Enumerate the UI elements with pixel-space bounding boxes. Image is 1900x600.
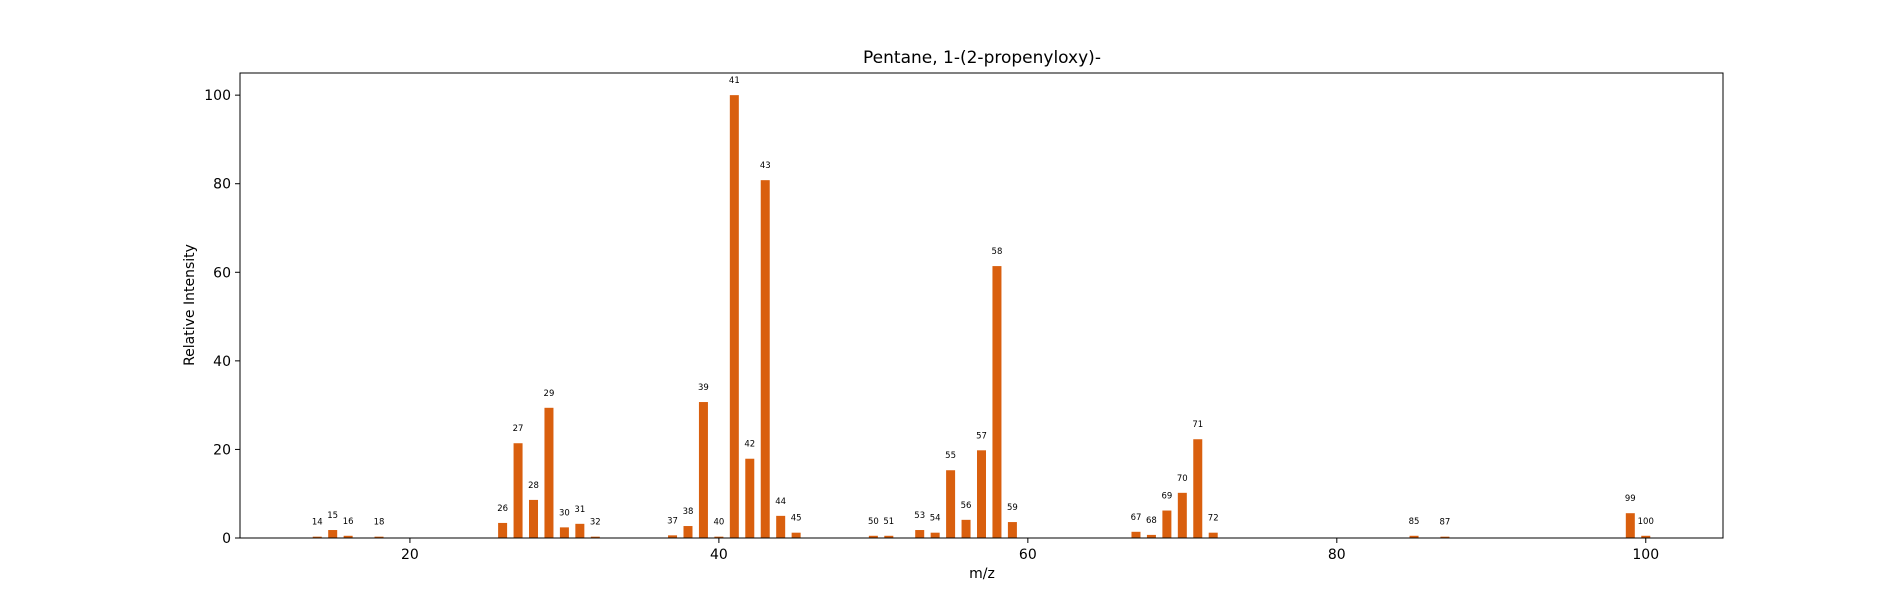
- bar-label-70: 70: [1177, 474, 1188, 484]
- bar-label-100: 100: [1638, 517, 1654, 527]
- bar-label-43: 43: [760, 161, 771, 171]
- bar-label-71: 71: [1192, 420, 1203, 430]
- bar-label-85: 85: [1409, 517, 1420, 527]
- bar-mz-15: [328, 530, 338, 538]
- bar-label-26: 26: [497, 504, 508, 514]
- bar-label-72: 72: [1208, 514, 1219, 524]
- bar-mz-69: [1162, 510, 1172, 538]
- bar-mz-68: [1146, 534, 1156, 538]
- bar-label-39: 39: [698, 383, 709, 393]
- bar-label-54: 54: [930, 514, 941, 524]
- bar-label-18: 18: [374, 518, 385, 528]
- bar-label-41: 41: [729, 76, 740, 86]
- bar-mz-85: [1409, 535, 1419, 538]
- bar-mz-38: [683, 526, 693, 538]
- bar-mz-37: [668, 535, 678, 538]
- bar-label-30: 30: [559, 508, 570, 518]
- bar-mz-53: [915, 530, 925, 538]
- bar-mz-51: [884, 535, 894, 538]
- bar-label-67: 67: [1131, 513, 1142, 523]
- bar-label-38: 38: [683, 507, 694, 517]
- bar-label-56: 56: [961, 501, 972, 511]
- bar-mz-59: [1007, 522, 1017, 538]
- bar-mz-72: [1208, 532, 1218, 538]
- bar-mz-29: [544, 407, 554, 538]
- bar-mz-50: [868, 535, 878, 538]
- bar-mz-44: [776, 515, 786, 538]
- bar-mz-55: [946, 470, 956, 538]
- y-axis-title: Relative Intensity: [182, 244, 198, 366]
- x-tick-label: 80: [1328, 547, 1346, 563]
- bar-mz-71: [1193, 439, 1203, 538]
- bar-label-87: 87: [1440, 518, 1451, 528]
- bar-label-40: 40: [713, 518, 724, 528]
- bar-mz-41: [729, 95, 739, 538]
- bar-label-57: 57: [976, 431, 987, 441]
- bar-mz-43: [760, 180, 770, 539]
- bar-mz-54: [930, 532, 940, 538]
- bars-group: [312, 95, 1651, 539]
- chart-title: Pentane, 1-(2-propenyloxy)-: [863, 48, 1101, 68]
- bar-label-53: 53: [914, 511, 925, 521]
- bar-mz-67: [1131, 531, 1141, 538]
- bar-label-31: 31: [574, 505, 585, 515]
- y-tick-label: 40: [213, 354, 231, 370]
- bar-label-28: 28: [528, 481, 539, 491]
- y-tick-label: 80: [213, 177, 231, 193]
- bar-mz-70: [1177, 492, 1187, 538]
- bar-mz-39: [698, 402, 708, 538]
- plot-frame: [239, 72, 1724, 539]
- bar-mz-30: [559, 527, 569, 538]
- bar-label-99: 99: [1625, 494, 1636, 504]
- x-axis-ticks: 20 40 60 80 100: [401, 538, 1659, 563]
- bar-label-45: 45: [791, 514, 802, 524]
- bar-mz-57: [977, 450, 986, 538]
- bar-label-32: 32: [590, 518, 601, 528]
- bar-mz-87: [1440, 536, 1450, 538]
- bar-label-27: 27: [513, 424, 524, 434]
- bar-mz-32: [590, 536, 600, 538]
- bar-mz-14: [312, 536, 322, 538]
- bar-label-16: 16: [343, 517, 354, 527]
- bar-mz-99: [1625, 513, 1635, 538]
- bar-mz-42: [745, 458, 755, 538]
- bar-mz-45: [791, 532, 801, 538]
- bar-label-69: 69: [1161, 492, 1172, 502]
- bar-label-50: 50: [868, 517, 879, 527]
- y-tick-label: 0: [222, 531, 231, 547]
- bar-mz-26: [498, 522, 508, 538]
- bar-mz-16: [343, 535, 353, 538]
- bar-label-14: 14: [312, 518, 323, 528]
- bar-mz-56: [961, 519, 971, 538]
- x-tick-label: 20: [401, 547, 419, 563]
- bar-label-42: 42: [744, 440, 755, 450]
- bar-mz-58: [992, 266, 1002, 538]
- bar-label-29: 29: [544, 389, 555, 399]
- bar-label-15: 15: [327, 511, 338, 521]
- bar-mz-100: [1641, 535, 1651, 538]
- x-tick-label: 100: [1632, 547, 1659, 563]
- bar-label-68: 68: [1146, 516, 1157, 526]
- bar-mz-28: [529, 499, 539, 538]
- bar-mz-27: [513, 443, 523, 538]
- bar-label-59: 59: [1007, 503, 1018, 513]
- bar-mz-31: [575, 523, 585, 538]
- y-tick-label: 100: [204, 88, 231, 104]
- y-axis-ticks: 0 20 40 60 80 100: [204, 88, 240, 547]
- bar-label-58: 58: [992, 247, 1003, 257]
- bar-mz-18: [374, 536, 384, 538]
- bar-labels-group: 14 15 16 18 26 27 28 29 30 31 32 37 38 39 40 41 42 43 44 45…: [312, 76, 1654, 528]
- y-tick-label: 60: [213, 265, 231, 281]
- x-tick-label: 40: [710, 547, 728, 563]
- bar-label-55: 55: [945, 451, 956, 461]
- bar-label-37: 37: [667, 516, 678, 526]
- bar-label-44: 44: [775, 497, 786, 507]
- x-axis-title: m/z: [969, 566, 995, 582]
- y-tick-label: 20: [213, 442, 231, 458]
- x-tick-label: 60: [1019, 547, 1037, 563]
- bar-mz-40: [714, 536, 724, 538]
- bar-label-51: 51: [883, 517, 894, 527]
